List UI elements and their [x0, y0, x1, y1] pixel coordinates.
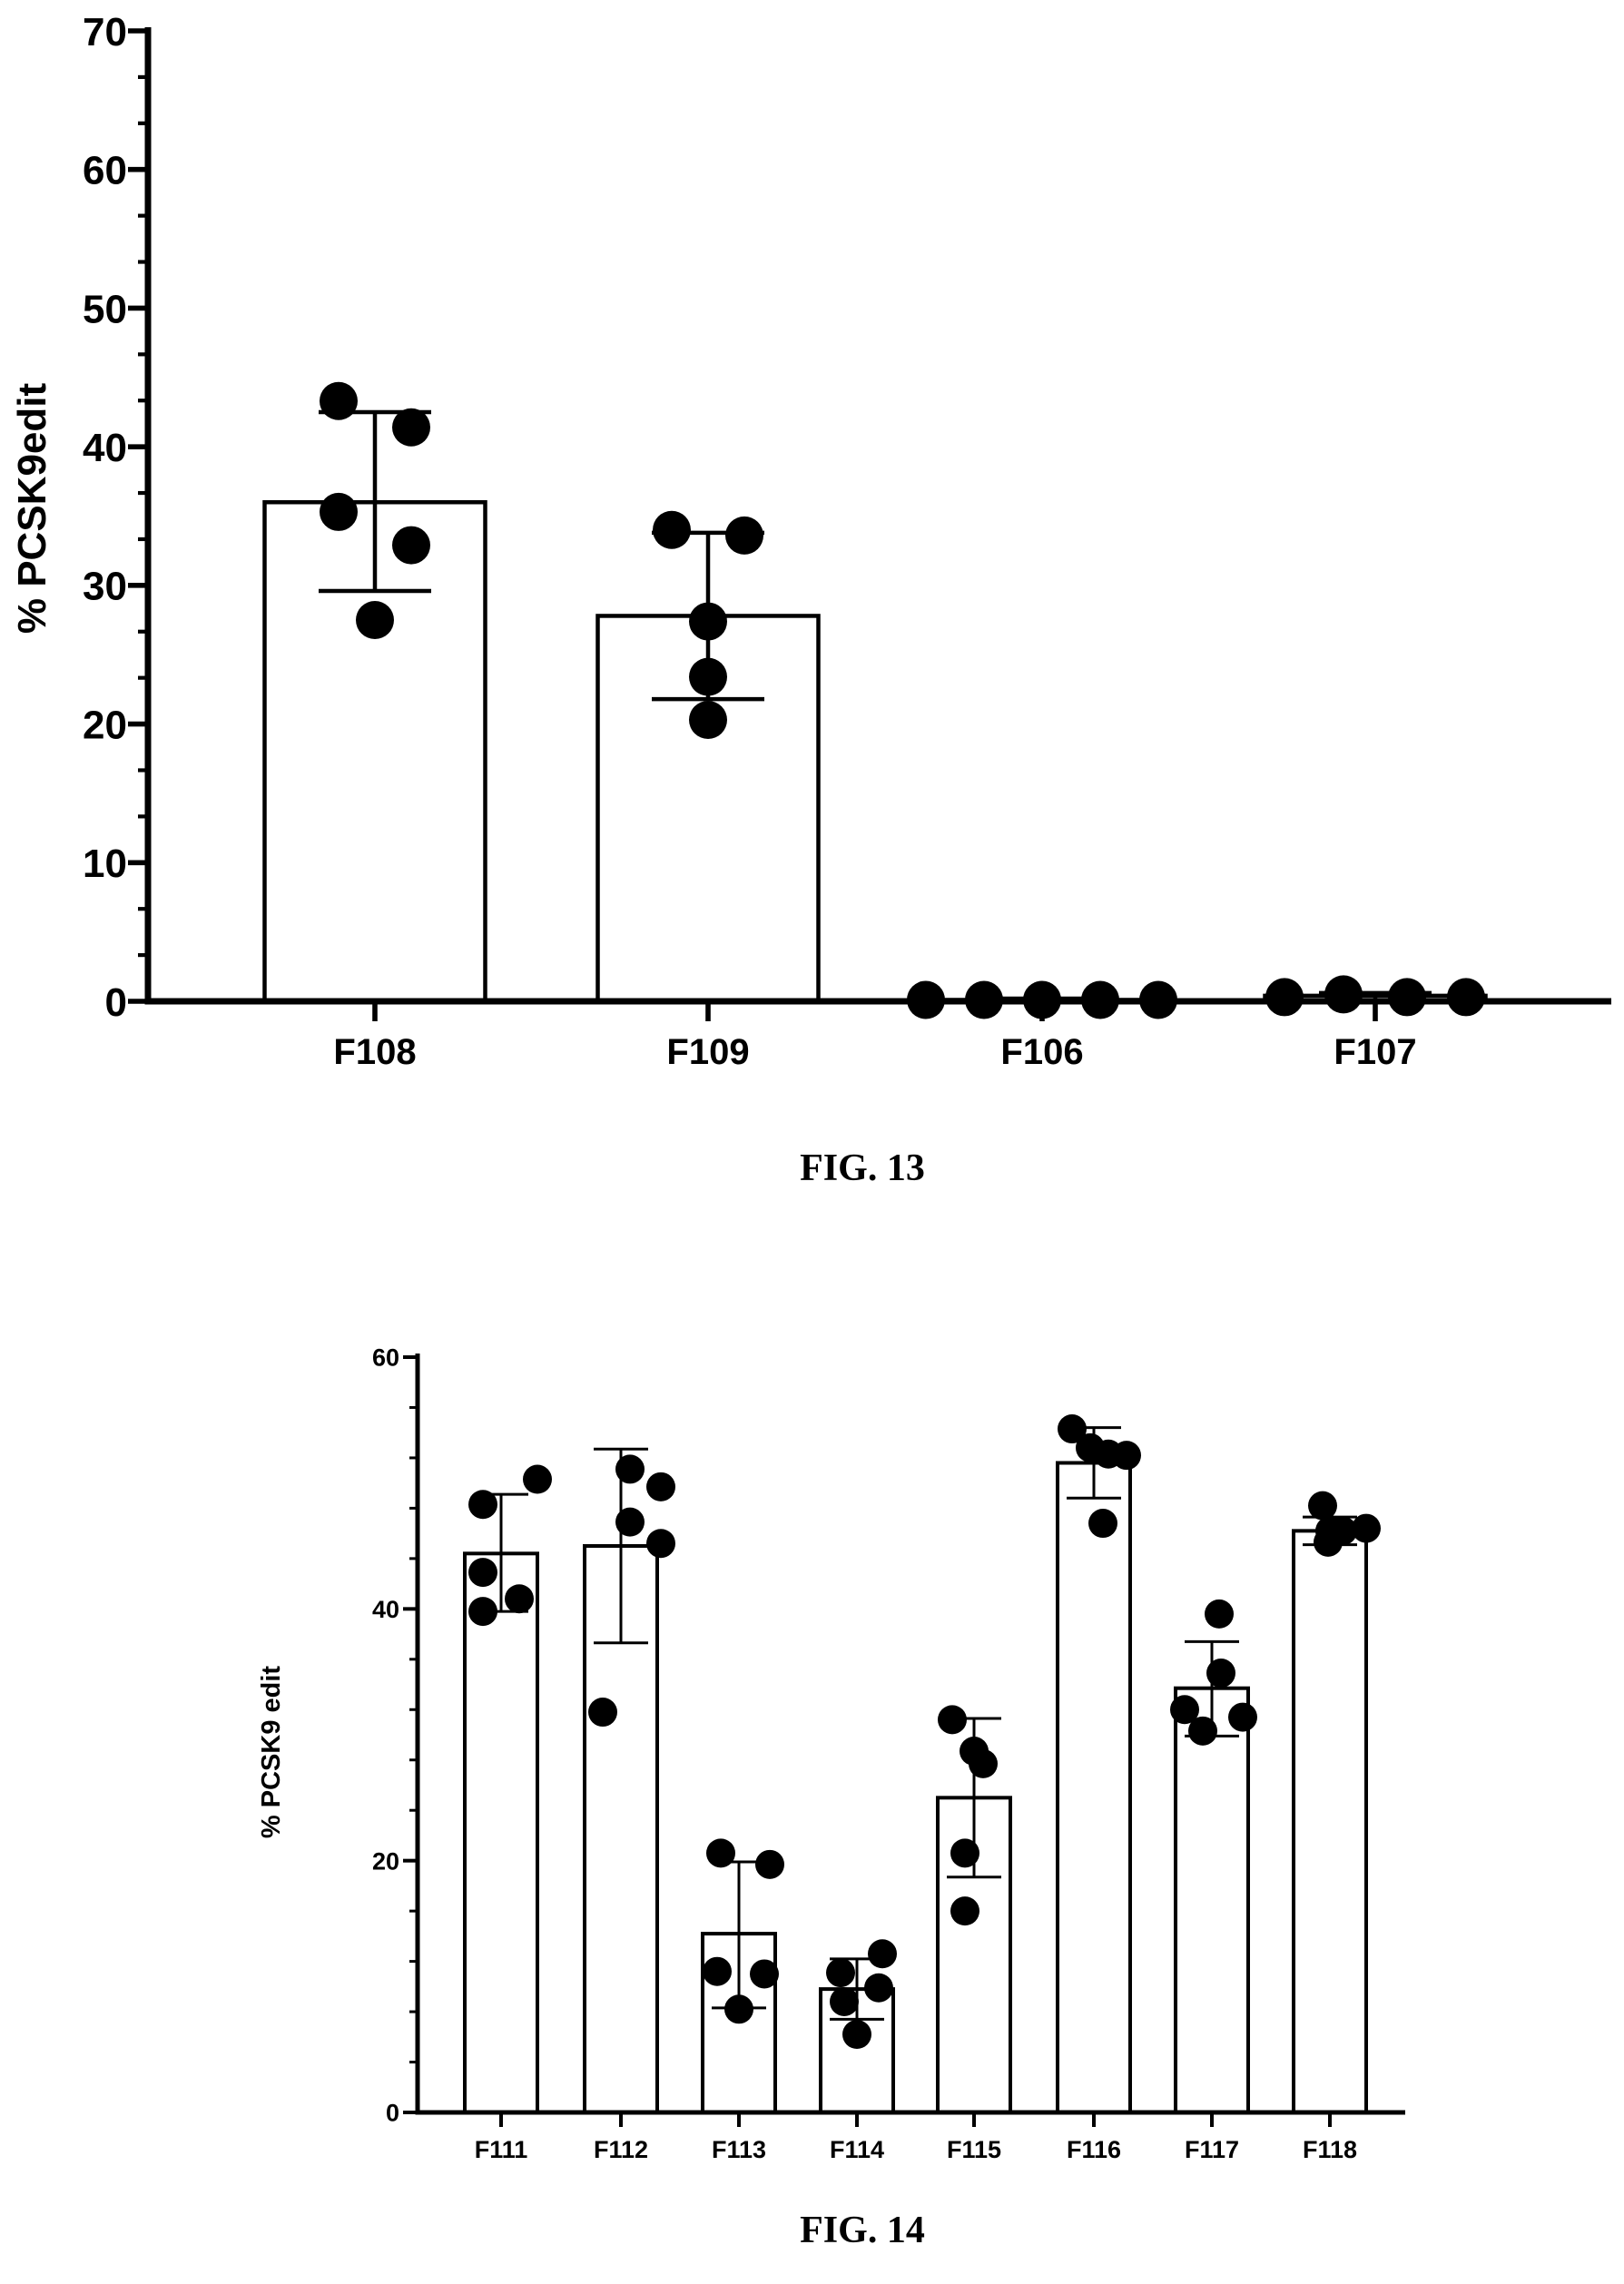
fig-14-point-f117-3: [1170, 1695, 1199, 1725]
fig-13-y-tick-label-60: 60: [83, 149, 127, 193]
fig-14-point-f111-5: [505, 1584, 534, 1614]
fig-13-marks: 0 10 20 30 40 50 60 70 F108 F109 F106 F107: [83, 10, 1611, 1072]
fig-14-x-tick-label-f111: F111: [475, 2136, 528, 2163]
fig-14-point-f116-1: [1058, 1414, 1087, 1444]
fig-14-point-f112-2: [646, 1472, 675, 1501]
fig-14-y-axis-label: % PCSK9 edit: [257, 1666, 286, 1838]
fig-14-point-f113-2: [755, 1849, 784, 1879]
fig-13-caption: FIG. 13: [800, 1147, 925, 1189]
fig-14-bar-f117: [1174, 1686, 1250, 2115]
fig-14-point-f115-1: [938, 1705, 967, 1735]
fig-14-y-tick-label-20: 20: [372, 1847, 399, 1875]
fig-14-point-f115-3: [969, 1748, 998, 1778]
fig-14-point-f117-4: [1228, 1702, 1257, 1732]
fig-13-x-tick-label-f107: F107: [1334, 1032, 1416, 1072]
fig-14-bar-f118: [1292, 1529, 1368, 2114]
fig-13-point-f107-3: [1388, 978, 1426, 1017]
fig-13-y-tick-label-50: 50: [83, 287, 127, 331]
fig-14-point-f112-3: [615, 1507, 645, 1537]
fig-14-point-f117-1: [1205, 1599, 1234, 1629]
fig-13-point-f109-5: [689, 700, 727, 739]
fig-13-point-f108-5: [356, 601, 394, 640]
fig-14-x-tick-label-f112: F112: [594, 2136, 648, 2163]
fig-13-chart: 0 10 20 30 40 50 60 70 F108 F109 F106 F107 % PCSK9e…: [10, 10, 1611, 1189]
fig-14-bar-f111: [463, 1551, 539, 2114]
fig-14-point-f114-2: [868, 1939, 897, 1969]
fig-14-y-tick-label-60: 60: [372, 1344, 399, 1372]
fig-13-y-tick-label-0: 0: [105, 980, 127, 1025]
fig-13-point-f108-4: [392, 526, 430, 565]
fig-13-y-axis-label: % PCSK9edit: [10, 383, 54, 635]
fig-14-marks: 0 20 40 60 F111 F112 F113 F114 F115 F116 F117 F118: [372, 1344, 1405, 2163]
fig-13-point-f108-2: [392, 408, 430, 447]
fig-14-point-f113-1: [706, 1838, 735, 1868]
fig-14-bar-f116: [1056, 1461, 1132, 2114]
fig-14-point-f114-1: [826, 1958, 855, 1988]
fig-13-y-tick-label-70: 70: [83, 10, 127, 54]
fig-14-x-tick-label-f113: F113: [712, 2136, 766, 2163]
fig-13-y-tick-label-20: 20: [83, 703, 127, 747]
fig-13-point-f109-4: [689, 657, 727, 696]
fig-14-point-f112-4: [646, 1529, 675, 1559]
fig-14-point-f113-3: [703, 1956, 732, 1986]
fig-14-x-tick-label-f116: F116: [1067, 2136, 1121, 2163]
fig-14-point-f114-5: [842, 2020, 871, 2050]
fig-14-point-f118-5: [1314, 1527, 1343, 1557]
fig-14-point-f111-3: [468, 1558, 497, 1588]
fig-13-point-f108-1: [320, 381, 358, 420]
fig-14-x-tick-label-f114: F114: [830, 2136, 884, 2163]
fig-14-point-f118-2: [1352, 1513, 1381, 1543]
fig-14-x-tick-label-f118: F118: [1303, 2136, 1357, 2163]
fig-14-point-f115-5: [950, 1896, 979, 1926]
fig-14-point-f116-5: [1088, 1509, 1117, 1539]
fig-14-point-f111-1: [468, 1490, 497, 1520]
fig-14-point-f118-1: [1308, 1491, 1337, 1521]
fig-14-point-f112-5: [588, 1698, 617, 1728]
fig-13-x-tick-label-f109: F109: [666, 1032, 749, 1072]
fig-13-x-tick-label-f108: F108: [333, 1032, 416, 1072]
fig-14-point-f115-4: [950, 1838, 979, 1868]
fig-13-point-f109-1: [653, 510, 691, 549]
fig-14-point-f112-1: [615, 1454, 645, 1484]
fig-13-point-f107-1: [1265, 978, 1304, 1017]
fig-13-y-tick-label-30: 30: [83, 565, 127, 609]
fig-13-point-f107-4: [1447, 978, 1485, 1017]
fig-13-y-tick-label-40: 40: [83, 426, 127, 470]
fig-13-point-f107-2: [1324, 975, 1363, 1014]
fig-14-point-f117-5: [1188, 1716, 1217, 1746]
fig-13-y-tick-label-10: 10: [83, 842, 127, 886]
fig-14-point-f117-2: [1206, 1659, 1235, 1688]
fig-13-x-tick-label-f106: F106: [1000, 1032, 1083, 1072]
fig-14-point-f113-5: [724, 1994, 753, 2024]
fig-14-point-f114-3: [864, 1973, 893, 2003]
fig-14-point-f111-4: [468, 1597, 497, 1627]
fig-14-caption: FIG. 14: [800, 2210, 925, 2251]
fig-13-point-f109-2: [725, 516, 763, 555]
fig-14-point-f114-4: [830, 1986, 859, 2016]
fig-14-point-f111-2: [523, 1464, 552, 1494]
fig-14-x-tick-label-f117: F117: [1185, 2136, 1239, 2163]
fig-14-y-tick-label-40: 40: [372, 1596, 399, 1623]
fig-13-point-f109-3: [689, 602, 727, 641]
fig-13-point-f108-3: [320, 492, 358, 531]
fig-14-point-f116-4: [1112, 1441, 1141, 1471]
fig-14-y-tick-label-0: 0: [386, 2100, 399, 2127]
fig-14-point-f113-4: [750, 1959, 779, 1989]
fig-14-x-tick-label-f115: F115: [947, 2136, 1001, 2163]
